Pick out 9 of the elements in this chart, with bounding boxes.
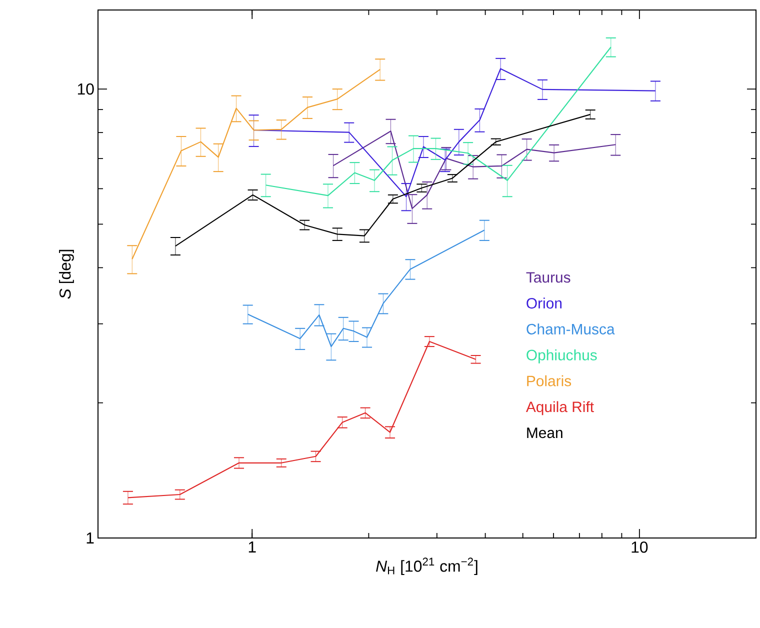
text: Cham-Musca bbox=[526, 324, 615, 334]
y-axis-title: S [deg] bbox=[59, 250, 74, 299]
text: Taurus bbox=[526, 272, 570, 283]
text: Orion bbox=[526, 298, 562, 309]
text: Ophiuchus bbox=[526, 349, 597, 364]
x-axis-title: N$_{H}$ [10$^{21}$ cm$^{−2}$] bbox=[376, 558, 478, 575]
text: Polaris bbox=[527, 375, 572, 386]
text: Aquila Rift bbox=[526, 401, 594, 416]
text: Mean bbox=[527, 428, 562, 438]
